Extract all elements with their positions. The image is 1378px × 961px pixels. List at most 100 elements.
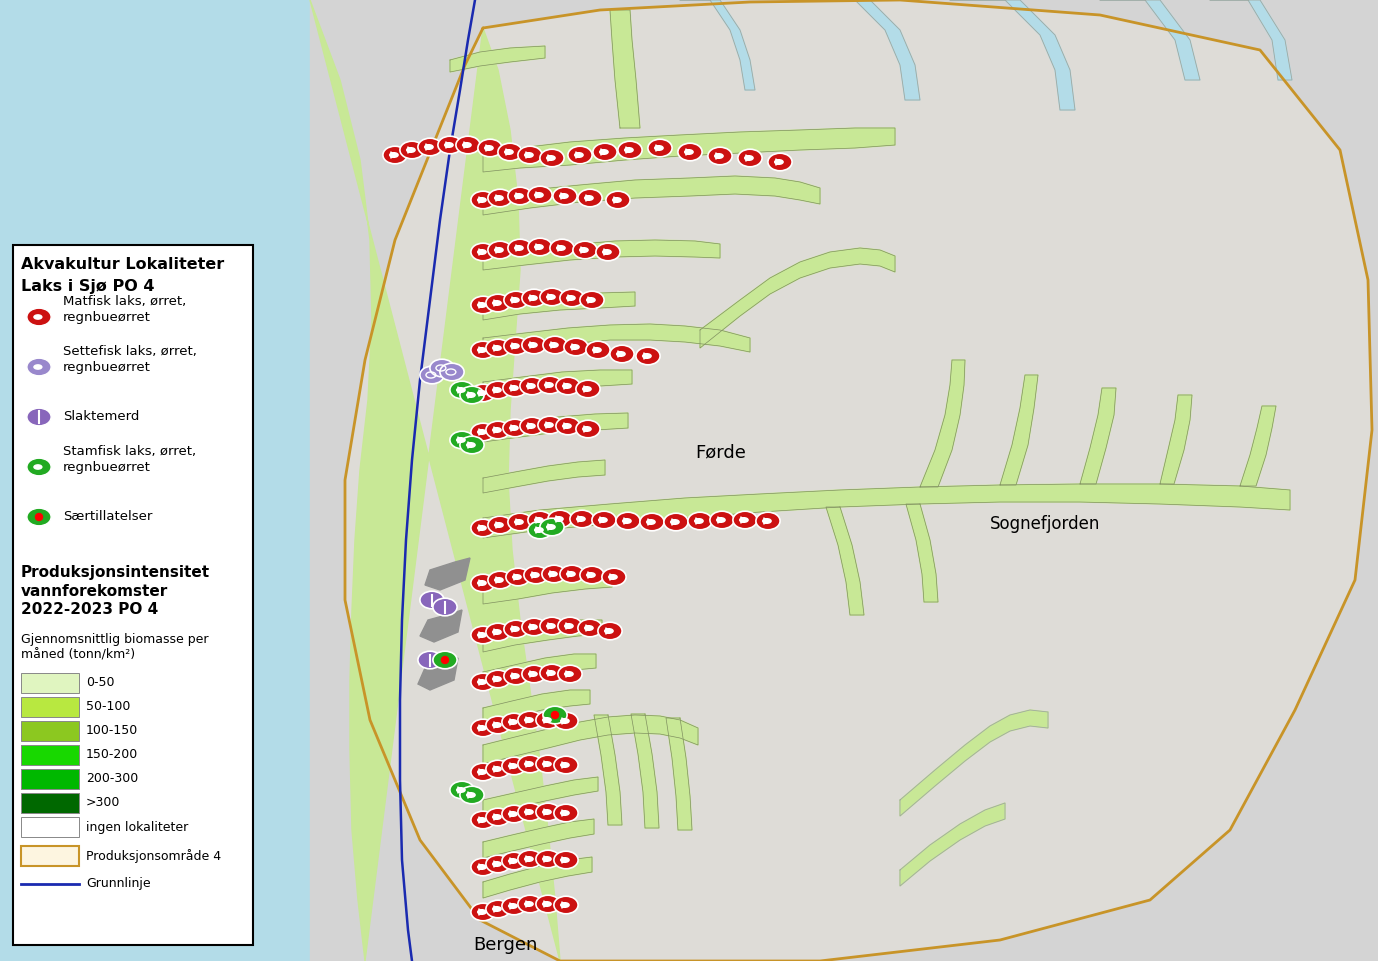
Ellipse shape xyxy=(554,804,579,822)
Ellipse shape xyxy=(555,378,580,395)
Polygon shape xyxy=(484,176,820,215)
Ellipse shape xyxy=(533,192,544,198)
Ellipse shape xyxy=(486,808,510,825)
Ellipse shape xyxy=(28,308,51,326)
Ellipse shape xyxy=(584,625,594,631)
Ellipse shape xyxy=(466,392,475,398)
Ellipse shape xyxy=(683,149,695,155)
Ellipse shape xyxy=(528,238,553,256)
Text: Særtillatelser: Særtillatelser xyxy=(63,510,153,524)
Ellipse shape xyxy=(504,337,528,355)
Polygon shape xyxy=(679,0,755,90)
Ellipse shape xyxy=(477,429,486,435)
Ellipse shape xyxy=(542,809,551,815)
Ellipse shape xyxy=(456,387,466,393)
Ellipse shape xyxy=(488,241,513,259)
Ellipse shape xyxy=(477,725,486,731)
Text: >300: >300 xyxy=(85,797,120,809)
Ellipse shape xyxy=(492,676,502,682)
Polygon shape xyxy=(484,413,628,442)
Ellipse shape xyxy=(768,153,792,171)
Polygon shape xyxy=(484,460,605,493)
Ellipse shape xyxy=(576,381,599,398)
Ellipse shape xyxy=(670,519,679,525)
Ellipse shape xyxy=(492,300,502,306)
Ellipse shape xyxy=(477,390,486,396)
Text: Gjennomsnittlig biomasse per
måned (tonn/km²): Gjennomsnittlig biomasse per måned (tonn… xyxy=(21,633,208,662)
Ellipse shape xyxy=(580,291,604,308)
Ellipse shape xyxy=(522,336,546,354)
Ellipse shape xyxy=(28,408,51,426)
Polygon shape xyxy=(451,46,546,72)
Ellipse shape xyxy=(576,516,586,522)
Ellipse shape xyxy=(757,512,780,530)
Ellipse shape xyxy=(471,811,495,828)
Ellipse shape xyxy=(610,345,634,363)
Ellipse shape xyxy=(635,347,660,365)
Ellipse shape xyxy=(559,565,584,582)
Ellipse shape xyxy=(586,572,595,578)
Text: Matfisk laks, ørret,
regnbueørret: Matfisk laks, ørret, regnbueørret xyxy=(63,295,186,325)
Ellipse shape xyxy=(486,900,510,918)
Ellipse shape xyxy=(492,387,502,393)
Polygon shape xyxy=(484,690,590,724)
Ellipse shape xyxy=(510,343,520,349)
Polygon shape xyxy=(631,714,659,828)
Ellipse shape xyxy=(492,345,502,351)
Ellipse shape xyxy=(389,152,398,158)
Polygon shape xyxy=(418,658,457,690)
Ellipse shape xyxy=(733,511,757,529)
Bar xyxy=(21,817,79,837)
Ellipse shape xyxy=(577,189,602,207)
Ellipse shape xyxy=(486,716,510,734)
Ellipse shape xyxy=(559,289,584,307)
Ellipse shape xyxy=(518,850,542,868)
Ellipse shape xyxy=(460,786,484,803)
Ellipse shape xyxy=(599,149,609,155)
Ellipse shape xyxy=(604,628,613,634)
Polygon shape xyxy=(484,857,593,898)
Ellipse shape xyxy=(471,858,495,875)
Ellipse shape xyxy=(584,195,594,201)
Ellipse shape xyxy=(606,191,630,209)
Ellipse shape xyxy=(418,138,442,156)
Ellipse shape xyxy=(612,197,621,203)
Ellipse shape xyxy=(564,338,588,356)
Ellipse shape xyxy=(492,722,502,728)
Ellipse shape xyxy=(598,622,621,640)
Polygon shape xyxy=(900,803,1005,886)
Ellipse shape xyxy=(477,769,486,775)
Ellipse shape xyxy=(522,618,546,636)
Ellipse shape xyxy=(477,864,486,870)
Polygon shape xyxy=(484,324,750,354)
Text: Bergen: Bergen xyxy=(473,936,537,954)
Ellipse shape xyxy=(502,852,526,870)
Polygon shape xyxy=(610,10,639,128)
Ellipse shape xyxy=(471,719,495,737)
Polygon shape xyxy=(825,507,864,615)
Ellipse shape xyxy=(564,623,573,629)
Ellipse shape xyxy=(504,149,514,155)
Ellipse shape xyxy=(420,366,444,383)
Ellipse shape xyxy=(518,711,542,728)
Ellipse shape xyxy=(440,363,464,381)
Ellipse shape xyxy=(524,566,548,583)
Ellipse shape xyxy=(503,380,528,397)
Ellipse shape xyxy=(542,856,551,862)
Ellipse shape xyxy=(486,421,510,439)
Ellipse shape xyxy=(553,187,577,205)
Ellipse shape xyxy=(708,147,732,164)
Ellipse shape xyxy=(566,295,576,301)
Ellipse shape xyxy=(593,347,602,353)
Ellipse shape xyxy=(554,756,579,774)
Polygon shape xyxy=(484,484,1290,538)
Ellipse shape xyxy=(546,670,555,676)
Polygon shape xyxy=(310,0,559,961)
Ellipse shape xyxy=(508,811,518,817)
Ellipse shape xyxy=(774,159,784,165)
Ellipse shape xyxy=(502,898,526,915)
Polygon shape xyxy=(594,715,621,825)
Ellipse shape xyxy=(504,620,528,638)
Ellipse shape xyxy=(586,297,595,303)
Polygon shape xyxy=(424,558,470,590)
